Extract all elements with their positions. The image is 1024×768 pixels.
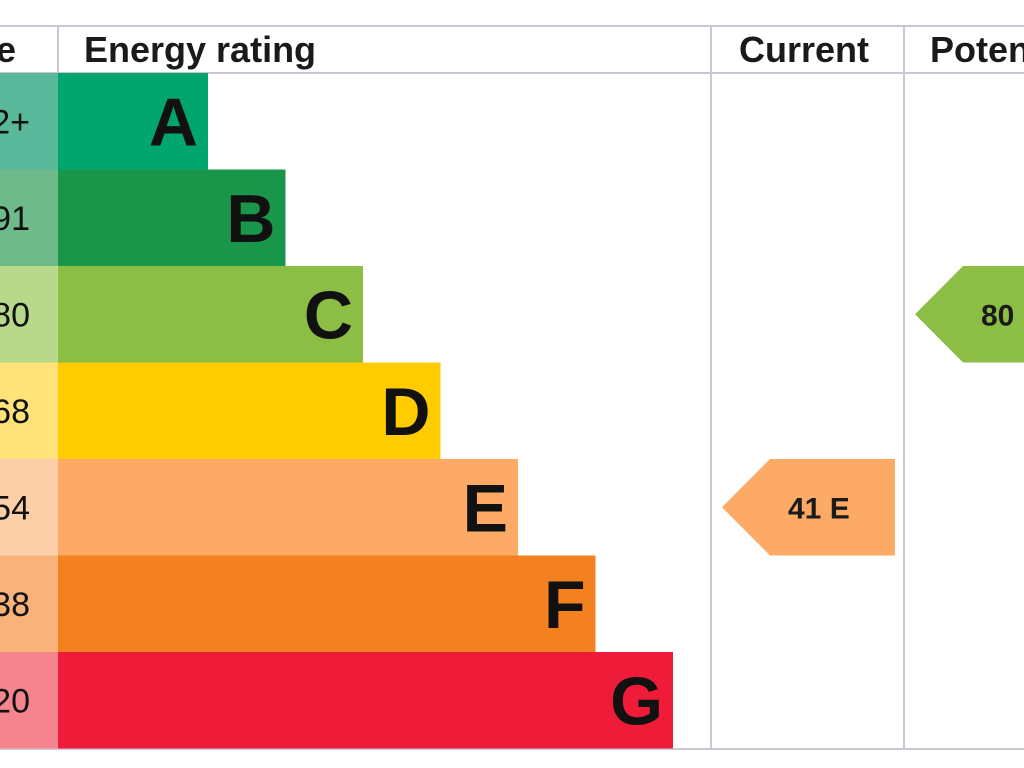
score-cell-f xyxy=(0,555,58,652)
band-bar-d xyxy=(58,362,441,459)
band-letter-d: D xyxy=(381,374,430,450)
band-bar-c xyxy=(58,266,363,363)
band-letter-c: C xyxy=(304,277,353,353)
potential-rating-arrow xyxy=(915,266,1024,363)
score-range-g: 1-20 xyxy=(0,682,30,720)
band-letter-a: A xyxy=(149,84,198,160)
band-bar-a xyxy=(58,73,208,170)
score-cell-c xyxy=(0,266,58,363)
current-rating-arrow xyxy=(722,459,895,556)
potential-header: Potential xyxy=(930,29,1024,70)
energy-rating-header: Energy rating xyxy=(84,29,316,70)
band-bar-e xyxy=(58,459,518,556)
band-letter-f: F xyxy=(544,567,586,643)
score-range-b: 81-91 xyxy=(0,200,30,238)
rating-bands: 92+ A 81-91 B 69-80 C 55-68 D 39-54 E 21-38 F 1-20 G xyxy=(0,73,673,749)
potential-rating-label: 80 C xyxy=(981,299,1024,332)
score-cell-a xyxy=(0,73,58,170)
score-range-a: 92+ xyxy=(0,103,30,141)
band-bar-g xyxy=(58,652,673,749)
score-header: Score xyxy=(0,29,16,70)
score-cell-d xyxy=(0,362,58,459)
score-cell-e xyxy=(0,459,58,556)
band-bar-b xyxy=(58,169,286,266)
score-range-e: 39-54 xyxy=(0,489,30,527)
band-letter-b: B xyxy=(226,181,275,257)
score-range-c: 69-80 xyxy=(0,296,30,334)
band-letter-g: G xyxy=(610,663,663,739)
band-letter-e: E xyxy=(463,470,508,546)
score-cell-b xyxy=(0,169,58,266)
score-range-d: 55-68 xyxy=(0,393,30,431)
score-range-f: 21-38 xyxy=(0,586,30,624)
current-rating-label: 41 E xyxy=(788,492,850,525)
score-cell-g xyxy=(0,652,58,749)
current-header: Current xyxy=(739,29,869,70)
band-bar-f xyxy=(58,555,596,652)
rating-indicators: 41 E 80 C xyxy=(722,266,1024,556)
